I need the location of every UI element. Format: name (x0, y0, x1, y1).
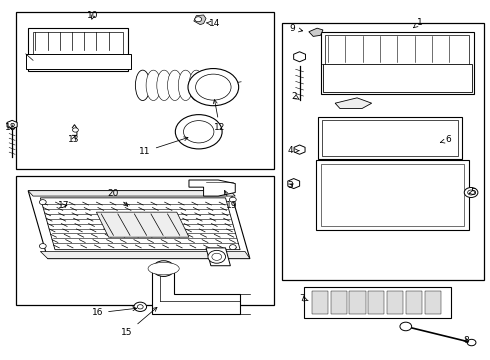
Circle shape (195, 17, 202, 22)
Polygon shape (28, 191, 235, 196)
Circle shape (296, 147, 303, 152)
Circle shape (400, 322, 412, 331)
Circle shape (175, 114, 222, 149)
Bar (312, 291, 328, 314)
Text: 16: 16 (92, 307, 137, 318)
Ellipse shape (178, 70, 193, 100)
Ellipse shape (157, 70, 172, 100)
Circle shape (196, 74, 231, 100)
Text: 2: 2 (291, 91, 299, 100)
Bar (349, 291, 366, 314)
Polygon shape (189, 180, 235, 196)
Bar (320, 164, 464, 226)
Text: 12: 12 (213, 100, 225, 132)
Polygon shape (194, 15, 206, 24)
Bar (282, 23, 484, 280)
Circle shape (467, 190, 474, 195)
Text: 3: 3 (288, 181, 293, 190)
Circle shape (39, 244, 46, 249)
Bar (320, 32, 474, 94)
Ellipse shape (200, 70, 214, 100)
Bar (322, 120, 458, 156)
Circle shape (290, 181, 297, 186)
Polygon shape (40, 198, 240, 249)
Text: 13: 13 (68, 135, 79, 144)
Ellipse shape (135, 70, 150, 100)
Ellipse shape (150, 263, 177, 274)
Text: 15: 15 (122, 307, 157, 337)
Bar (331, 291, 347, 314)
Text: 8: 8 (464, 336, 469, 345)
Bar (16, 176, 274, 305)
Text: 19: 19 (224, 190, 237, 210)
Ellipse shape (168, 70, 182, 100)
Text: 17: 17 (58, 201, 70, 210)
Circle shape (137, 305, 143, 309)
Ellipse shape (189, 70, 203, 100)
Bar (16, 12, 274, 169)
Text: 11: 11 (139, 137, 188, 156)
Polygon shape (335, 98, 372, 109)
Bar (424, 291, 441, 314)
Bar (33, 32, 123, 55)
Text: 5: 5 (469, 188, 476, 197)
Polygon shape (152, 267, 240, 314)
Circle shape (39, 200, 46, 204)
Ellipse shape (146, 70, 161, 100)
Text: 18: 18 (5, 123, 17, 132)
Circle shape (467, 339, 476, 346)
Bar (406, 291, 422, 314)
Text: 7: 7 (299, 294, 308, 303)
Circle shape (134, 302, 147, 311)
Text: 1: 1 (414, 18, 422, 28)
Bar (318, 117, 462, 158)
Text: 6: 6 (441, 135, 451, 144)
Circle shape (73, 128, 78, 132)
Polygon shape (309, 28, 323, 36)
Bar (368, 291, 385, 314)
Text: 20: 20 (108, 189, 128, 206)
Text: 14: 14 (206, 19, 220, 28)
Circle shape (208, 250, 225, 263)
Circle shape (184, 121, 214, 143)
Bar (323, 64, 471, 92)
Bar (28, 28, 128, 71)
Bar (26, 54, 130, 69)
Polygon shape (40, 251, 250, 258)
Circle shape (464, 188, 478, 198)
Ellipse shape (153, 264, 174, 273)
Bar (325, 35, 469, 67)
Circle shape (157, 264, 170, 273)
Circle shape (188, 68, 239, 106)
Bar (304, 287, 451, 318)
Text: 10: 10 (87, 11, 99, 20)
Text: 9: 9 (290, 24, 303, 33)
Polygon shape (206, 248, 230, 266)
Polygon shape (97, 212, 189, 237)
Text: 4: 4 (288, 146, 299, 155)
Polygon shape (28, 191, 250, 258)
Bar (387, 291, 403, 314)
Bar (316, 160, 469, 230)
Circle shape (153, 261, 174, 276)
Ellipse shape (148, 262, 179, 275)
Circle shape (229, 245, 236, 249)
Circle shape (212, 253, 221, 260)
Circle shape (229, 197, 236, 202)
